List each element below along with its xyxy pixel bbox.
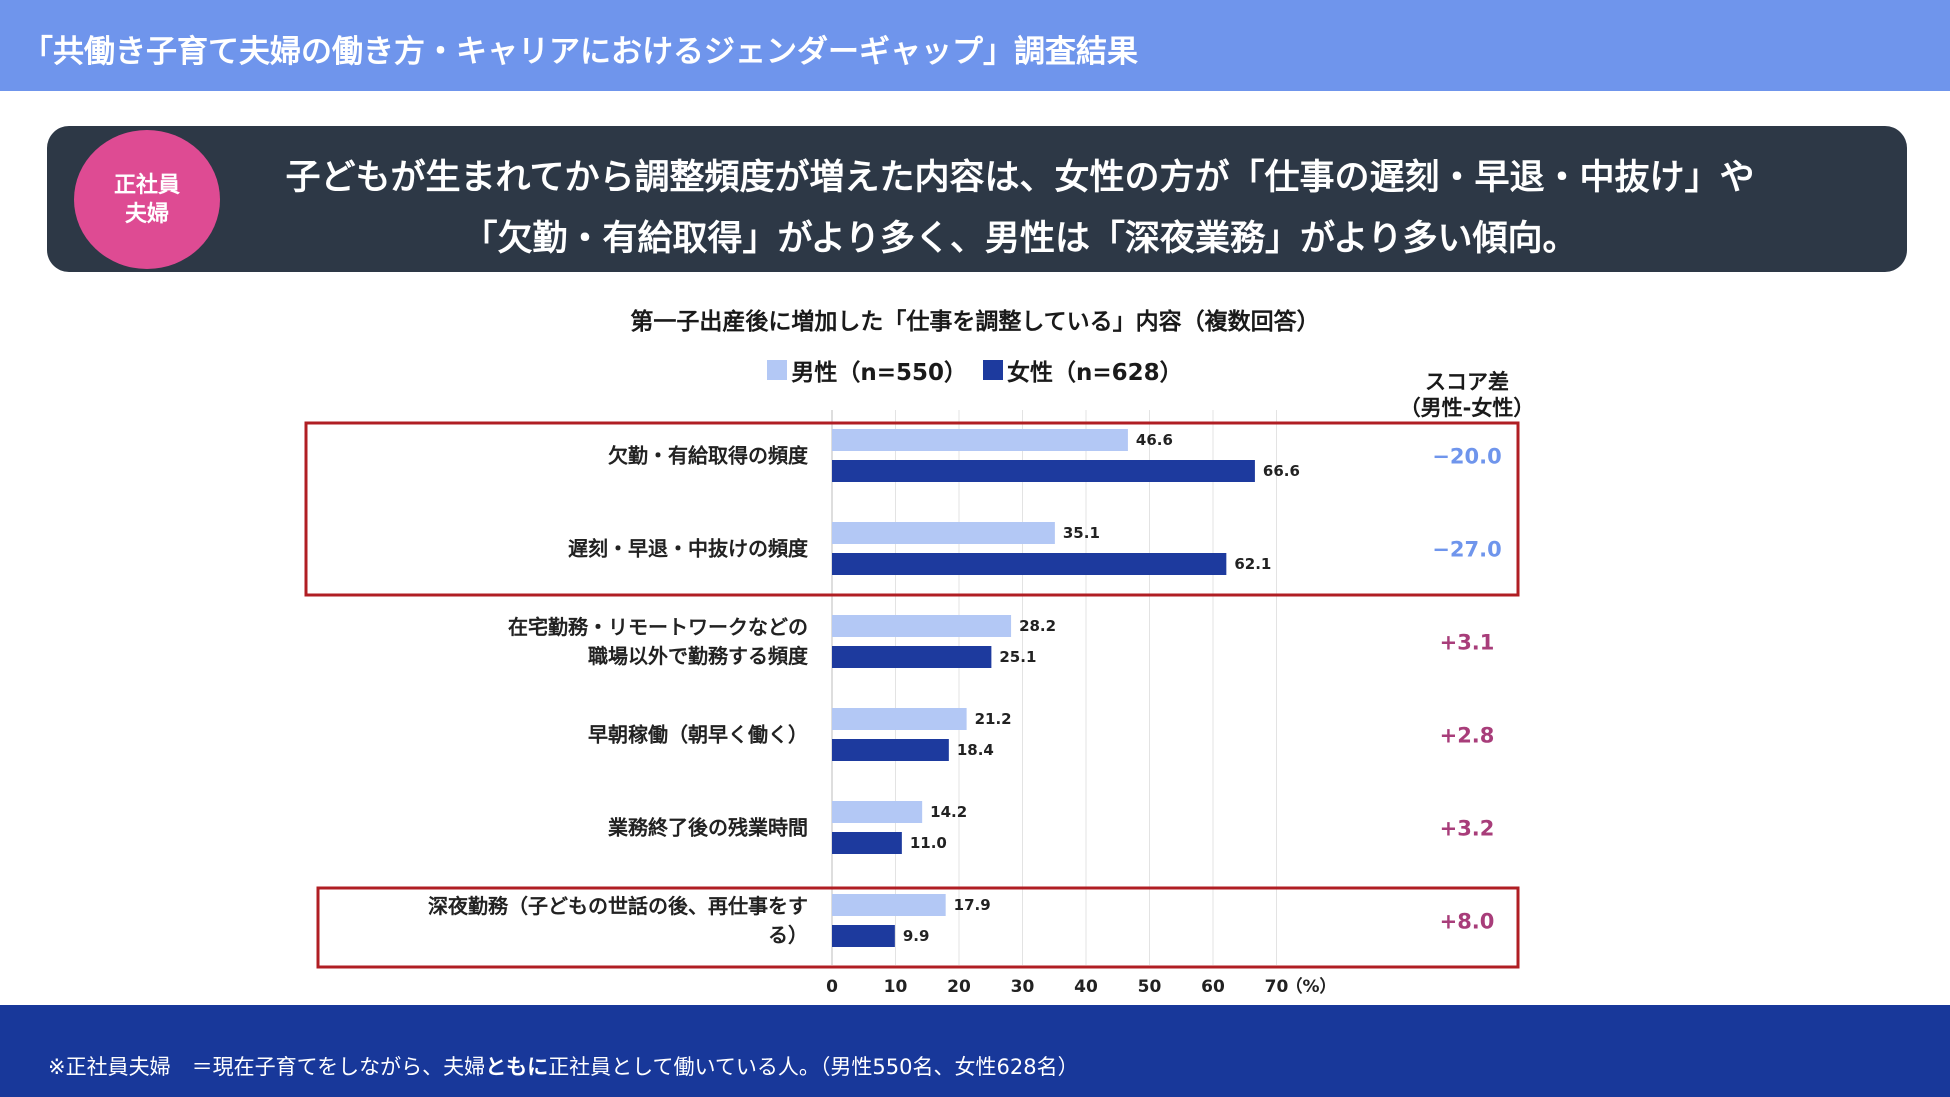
score-diff-value: +3.2 xyxy=(1440,817,1495,841)
category-label: 職場以外で勤務する頻度 xyxy=(588,644,809,668)
bar-female xyxy=(832,460,1255,482)
legend-swatch-male xyxy=(767,360,788,380)
value-label-male: 17.9 xyxy=(954,896,991,914)
bar-male xyxy=(832,522,1055,544)
category-label: 遅刻・早退・中抜けの頻度 xyxy=(568,537,809,561)
legend-item-male: 男性（n=550） xyxy=(767,353,967,387)
chart-title: 第一子出産後に増加した「仕事を調整している」内容（複数回答） xyxy=(630,309,1320,335)
footnote: ※正社員夫婦 ＝現在子育てをしながら、夫婦ともに正社員として働いている人。（男性… xyxy=(48,1051,1079,1081)
highlight-box xyxy=(316,886,1520,969)
x-tick-label: 30 xyxy=(1011,977,1035,997)
value-label-female: 11.0 xyxy=(910,834,947,852)
category-label: 早朝稼働（朝早く働く） xyxy=(588,723,808,747)
x-tick-label: 40 xyxy=(1074,977,1098,997)
score-diff-value: +2.8 xyxy=(1440,724,1495,748)
category-label: 深夜勤務（子どもの世話の後、再仕事をす xyxy=(428,894,808,918)
value-label-female: 25.1 xyxy=(999,648,1036,666)
x-tick-label: 0 xyxy=(826,977,838,997)
value-label-male: 21.2 xyxy=(975,710,1012,728)
bar-female xyxy=(832,925,895,947)
footnote-bold: ともに xyxy=(485,1055,549,1079)
value-label-female: 66.6 xyxy=(1263,462,1300,480)
score-diff-value: +3.1 xyxy=(1440,631,1495,655)
page-title: 「共働き子育て夫婦の働き方・キャリアにおけるジェンダーギャップ」調査結果 xyxy=(22,34,1138,70)
category-label: る） xyxy=(768,923,808,947)
bar-female xyxy=(832,832,902,854)
x-tick-label: 60 xyxy=(1201,977,1225,997)
x-tick-label: 50 xyxy=(1138,977,1162,997)
x-tick-label: 10 xyxy=(884,977,908,997)
x-tick-label: 20 xyxy=(947,977,971,997)
bar-male xyxy=(832,708,967,730)
bar-female xyxy=(832,646,992,668)
bar-male xyxy=(832,894,946,916)
category-label: 欠勤・有給取得の頻度 xyxy=(608,444,809,468)
bar-chart: 0 10 20 30 40 50 60 70（%） 46.6 66.6 欠勤・有給取得の頻度 −20.… xyxy=(304,410,1520,997)
legend-swatch-female xyxy=(983,360,1003,380)
headline-line-1: 子どもが生まれてから調整頻度が増えた内容は、女性の方が「仕事の遅刻・早退・中抜け… xyxy=(285,158,1755,198)
bar-male xyxy=(832,801,923,823)
bar-female xyxy=(832,739,949,761)
x-tick-label: 70 xyxy=(1265,977,1289,997)
badge-line-2: 夫婦 xyxy=(124,201,169,227)
badge-line-1: 正社員 xyxy=(113,172,180,198)
chart-legend: 男性（n=550） 女性（n=628） xyxy=(0,353,1950,387)
bar-male xyxy=(832,429,1128,451)
highlight-box xyxy=(304,421,1520,597)
summary-headline: 子どもが生まれてから調整頻度が増えた内容は、女性の方が「仕事の遅刻・早退・中抜け… xyxy=(215,148,1825,270)
value-label-female: 18.4 xyxy=(957,741,994,759)
score-diff-header: スコア差 （男性-女性） xyxy=(1392,369,1542,421)
value-label-male: 28.2 xyxy=(1019,617,1056,635)
bar-female xyxy=(832,553,1227,575)
value-label-male: 14.2 xyxy=(930,803,967,821)
summary-banner xyxy=(47,126,1907,272)
footer-bar xyxy=(0,1005,1950,1097)
x-unit-label: （%） xyxy=(1286,976,1337,997)
legend-label-female: 女性（n=628） xyxy=(1007,360,1183,386)
top-bar: 「共働き子育て夫婦の働き方・キャリアにおけるジェンダーギャップ」調査結果 xyxy=(0,0,1950,91)
legend-item-female: 女性（n=628） xyxy=(983,353,1183,387)
category-label: 業務終了後の残業時間 xyxy=(608,816,808,840)
value-label-male: 46.6 xyxy=(1136,431,1173,449)
footnote-prefix: ※正社員夫婦 ＝現在子育てをしながら、夫婦 xyxy=(48,1055,486,1079)
score-diff-value: −27.0 xyxy=(1432,538,1501,562)
legend-label-male: 男性（n=550） xyxy=(791,360,967,386)
segment-badge: 正社員 夫婦 xyxy=(74,130,220,269)
footnote-suffix: 正社員として働いている人。（男性550名、女性628名） xyxy=(548,1055,1079,1079)
bar-male xyxy=(832,615,1012,637)
value-label-male: 35.1 xyxy=(1063,524,1100,542)
value-label-female: 9.9 xyxy=(903,927,930,945)
score-diff-value: +8.0 xyxy=(1440,910,1495,934)
score-diff-value: −20.0 xyxy=(1432,445,1501,469)
value-label-female: 62.1 xyxy=(1234,555,1271,573)
category-label: 在宅勤務・リモートワークなどの xyxy=(508,615,808,639)
score-diff-header-line-2: （男性-女性） xyxy=(1399,396,1535,420)
headline-line-2: 「欠勤・有給取得」がより多く、男性は「深夜業務」がより多い傾向。 xyxy=(462,219,1578,259)
score-diff-header-line-1: スコア差 xyxy=(1425,370,1509,394)
